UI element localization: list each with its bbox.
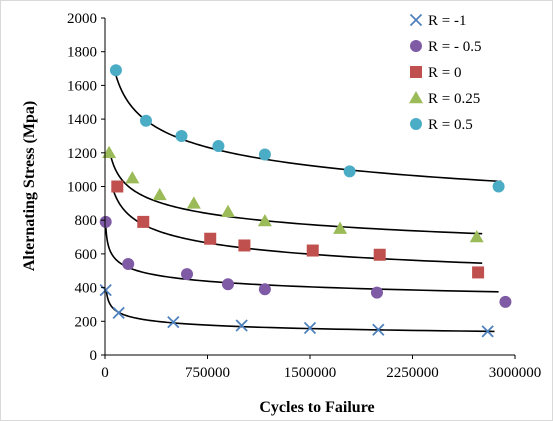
axes — [101, 17, 516, 359]
legend-label: R = - 0.5 — [428, 39, 481, 55]
series-1 — [99, 283, 494, 338]
data-point — [152, 187, 167, 201]
y-axis-title: Alternating Stress (Mpa) — [21, 101, 38, 271]
legend-entry: R = 0.5 — [410, 117, 473, 133]
data-point — [343, 165, 356, 178]
data-point — [481, 325, 494, 338]
data-point — [137, 215, 150, 228]
data-point — [257, 214, 272, 227]
y-tick-label: 1800 — [67, 45, 97, 61]
trendline-4 — [108, 147, 483, 235]
data-point — [333, 221, 348, 234]
data-point — [370, 286, 383, 299]
data-point — [472, 266, 485, 279]
y-tick-label: 800 — [75, 213, 98, 229]
x-tick-label: 2250000 — [386, 365, 439, 381]
trendlines — [104, 75, 502, 333]
data-point — [181, 268, 193, 281]
data-point — [499, 295, 512, 308]
data-point — [258, 148, 271, 161]
x-tick-label: 1500000 — [284, 365, 337, 381]
x-tick-label: 3000000 — [489, 365, 542, 381]
legend: R = -1 R = - 0.5 R = 0 R = 0.25 R = 0.5 — [409, 13, 481, 133]
data-point — [109, 64, 122, 77]
legend-entry: R = 0 — [410, 65, 461, 81]
data-point — [167, 316, 180, 329]
data-point — [175, 129, 188, 142]
trendline-2 — [104, 223, 499, 293]
legend-entry: R = -1 — [409, 13, 466, 29]
data-point — [238, 239, 251, 252]
data-point — [112, 306, 125, 320]
data-point — [186, 196, 201, 209]
data-point — [111, 180, 124, 193]
y-tick-label: 1400 — [67, 112, 97, 128]
y-tick-label: 1600 — [67, 78, 97, 94]
legend-label: R = 0 — [428, 65, 461, 81]
x-tick-label: 0 — [101, 365, 109, 381]
legend-marker — [409, 13, 423, 27]
legend-label: R = 0.25 — [428, 91, 480, 107]
data-point — [222, 278, 234, 291]
data-point — [303, 321, 317, 335]
legend-entry: R = - 0.5 — [410, 39, 481, 55]
y-tick-label: 1200 — [67, 146, 97, 162]
data-point — [99, 283, 112, 297]
legend-marker — [410, 40, 422, 52]
y-tick-label: 2000 — [67, 11, 97, 27]
trendline-1 — [105, 290, 495, 333]
data-point — [235, 319, 248, 332]
data-point — [492, 180, 505, 193]
y-tick-label: 600 — [75, 247, 98, 263]
x-axis-title: Cycles to Failure — [259, 399, 374, 416]
data-point — [102, 145, 117, 159]
data-point — [221, 204, 235, 218]
data-point — [258, 283, 271, 296]
legend-label: R = 0.5 — [428, 117, 473, 133]
trendline-3 — [112, 189, 483, 264]
legend-marker — [410, 118, 422, 130]
x-tick-label: 750000 — [185, 365, 230, 381]
y-tick-label: 400 — [75, 281, 98, 297]
data-point — [204, 232, 217, 245]
tick-labels: 0 200 400 600 800 1000 1200 1400 1600 1800 2000 0 75… — [67, 11, 541, 381]
y-tick-label: 200 — [75, 314, 98, 330]
data-point — [212, 140, 225, 153]
series-5 — [109, 64, 505, 193]
y-tick-label: 0 — [90, 348, 98, 364]
data-point — [373, 248, 386, 261]
series-3 — [111, 180, 485, 279]
data-point — [372, 323, 385, 336]
data-point — [469, 230, 484, 243]
data-point — [125, 171, 140, 184]
legend-marker — [409, 91, 423, 104]
trendline-5 — [115, 75, 502, 183]
legend-entry: R = 0.25 — [409, 91, 480, 107]
y-tick-label: 1000 — [67, 180, 97, 196]
data-point — [306, 244, 319, 257]
series-4 — [102, 145, 484, 243]
data-point — [140, 114, 152, 127]
series-2 — [99, 215, 512, 308]
data-point — [122, 258, 135, 271]
data-points — [99, 64, 512, 338]
data-point — [99, 215, 112, 228]
legend-label: R = -1 — [428, 13, 466, 29]
legend-marker — [410, 66, 422, 78]
